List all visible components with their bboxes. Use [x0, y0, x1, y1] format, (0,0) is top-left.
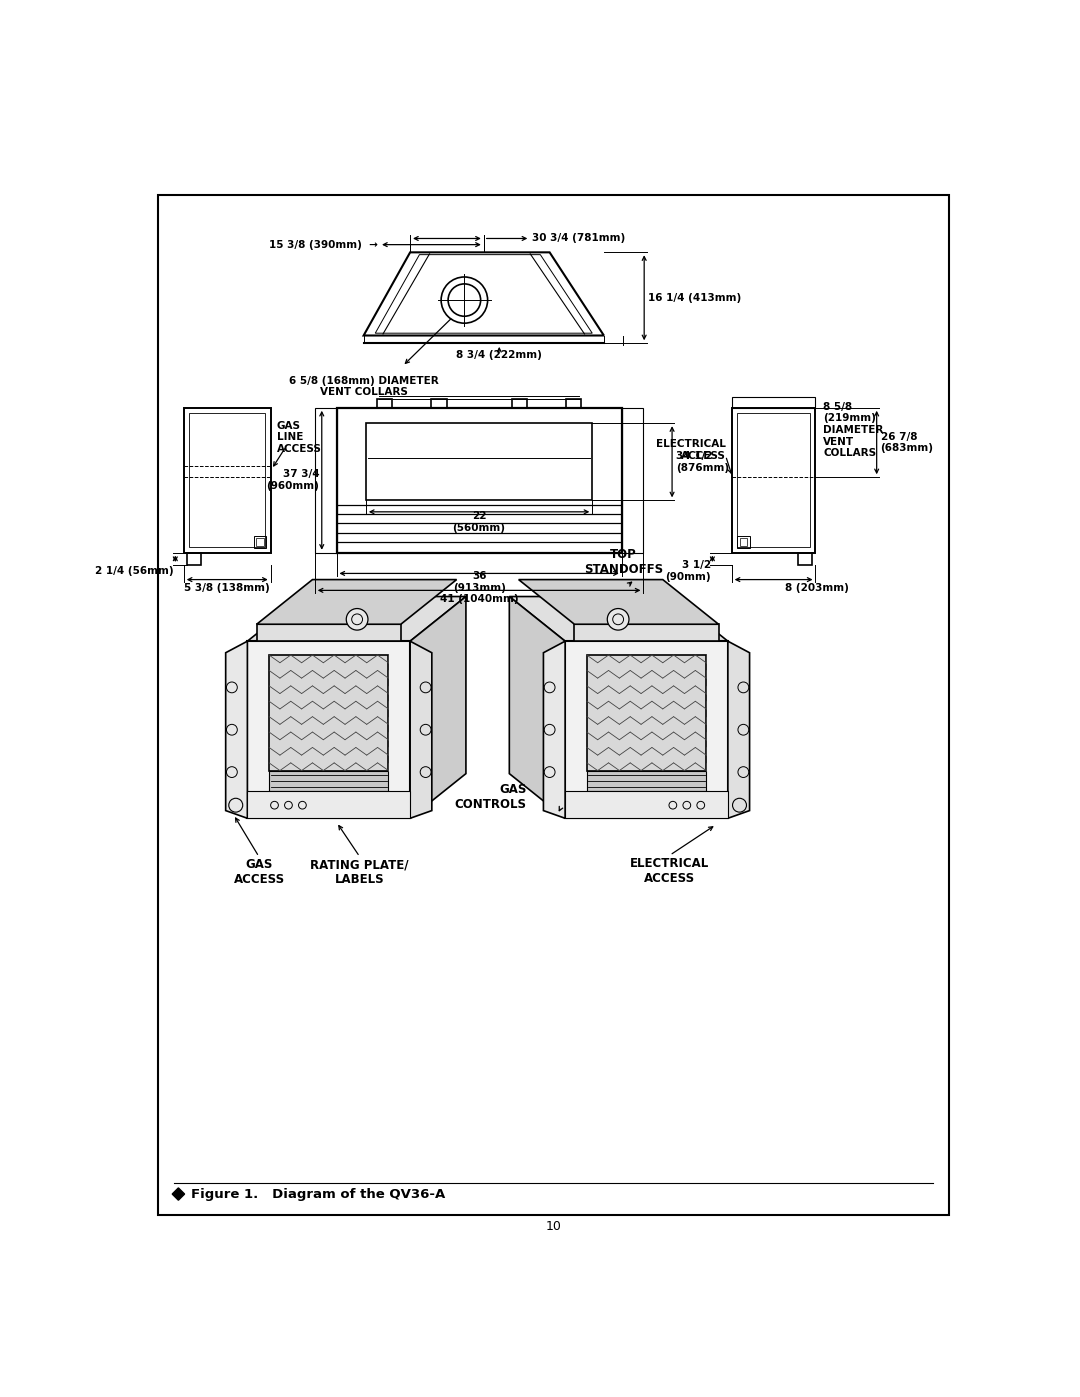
Bar: [566, 398, 581, 408]
Bar: [314, 408, 337, 553]
Text: GAS
CONTROLS: GAS CONTROLS: [455, 782, 526, 810]
Polygon shape: [510, 597, 728, 641]
Text: 26 7/8
(683mm): 26 7/8 (683mm): [880, 432, 933, 454]
Bar: [586, 771, 706, 791]
Bar: [189, 414, 266, 548]
Text: 10: 10: [545, 1220, 562, 1234]
Bar: [256, 538, 264, 546]
Text: GAS
ACCESS: GAS ACCESS: [233, 858, 284, 886]
Text: 5 3/8 (138mm): 5 3/8 (138mm): [185, 583, 270, 594]
Polygon shape: [510, 597, 565, 819]
Polygon shape: [728, 641, 750, 819]
Bar: [269, 655, 389, 771]
Bar: [740, 538, 747, 546]
Polygon shape: [543, 641, 565, 819]
Polygon shape: [226, 641, 247, 819]
Text: 2 1/4 (56mm): 2 1/4 (56mm): [95, 566, 174, 576]
Bar: [269, 771, 389, 791]
Bar: [738, 535, 750, 548]
Bar: [575, 624, 718, 641]
Polygon shape: [257, 580, 457, 624]
Text: 6 5/8 (168mm) DIAMETER
VENT COLLARS: 6 5/8 (168mm) DIAMETER VENT COLLARS: [288, 376, 438, 397]
Text: 8 3/4 (222mm): 8 3/4 (222mm): [457, 349, 542, 360]
Text: Figure 1.   Diagram of the QV36-A: Figure 1. Diagram of the QV36-A: [191, 1187, 445, 1200]
Bar: [257, 624, 401, 641]
Text: 8 5/8
(219mm)
DIAMETER
VENT
COLLARS: 8 5/8 (219mm) DIAMETER VENT COLLARS: [823, 402, 883, 458]
Bar: [254, 535, 266, 548]
Text: 37 3/4
(960mm): 37 3/4 (960mm): [267, 469, 320, 492]
Bar: [431, 398, 446, 408]
Bar: [187, 553, 201, 564]
Text: ELECTRICAL
ACCESS: ELECTRICAL ACCESS: [656, 440, 726, 461]
Circle shape: [607, 609, 629, 630]
Circle shape: [347, 609, 368, 630]
Text: RATING PLATE/
LABELS: RATING PLATE/ LABELS: [311, 858, 409, 886]
Bar: [512, 398, 527, 408]
Bar: [184, 408, 271, 553]
Text: 16 1/4 (413mm): 16 1/4 (413mm): [648, 293, 741, 303]
Text: 15 3/8 (390mm)  →: 15 3/8 (390mm) →: [269, 240, 378, 250]
Bar: [247, 791, 410, 819]
Bar: [732, 408, 815, 553]
Text: ELECTRICAL
ACCESS: ELECTRICAL ACCESS: [630, 856, 710, 884]
Bar: [337, 408, 622, 553]
Bar: [565, 641, 728, 819]
Polygon shape: [518, 580, 718, 624]
Polygon shape: [410, 597, 465, 819]
Bar: [565, 791, 728, 819]
Text: 36
(913mm): 36 (913mm): [453, 571, 505, 592]
Bar: [366, 423, 592, 500]
Text: 41 (1040mm): 41 (1040mm): [440, 594, 518, 604]
Bar: [586, 655, 706, 771]
Text: 3 1/2
(90mm): 3 1/2 (90mm): [665, 560, 711, 583]
Bar: [732, 397, 815, 408]
Polygon shape: [247, 597, 465, 641]
Bar: [738, 414, 810, 548]
Bar: [377, 398, 392, 408]
Text: TOP
STANDOFFS: TOP STANDOFFS: [583, 548, 663, 576]
Text: 30 3/4 (781mm): 30 3/4 (781mm): [531, 233, 625, 243]
Text: GAS
LINE
ACCESS: GAS LINE ACCESS: [276, 420, 322, 454]
Polygon shape: [172, 1187, 185, 1200]
Text: 8 (203mm): 8 (203mm): [785, 583, 849, 594]
Bar: [798, 553, 812, 564]
Polygon shape: [410, 641, 432, 819]
Text: 34 1/2
(876mm): 34 1/2 (876mm): [676, 451, 729, 472]
Text: 22
(560mm): 22 (560mm): [453, 511, 505, 532]
Bar: [247, 641, 410, 819]
Bar: [622, 408, 644, 553]
